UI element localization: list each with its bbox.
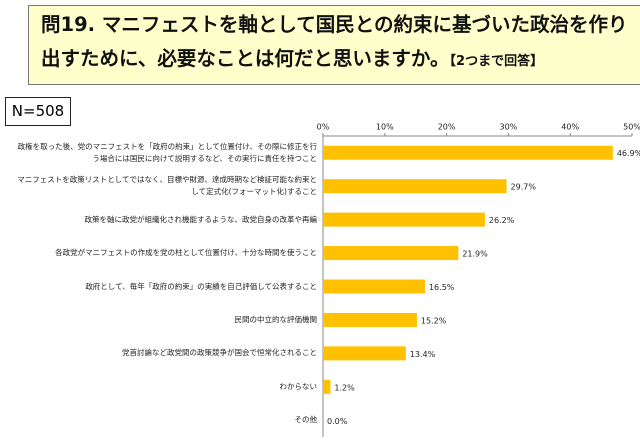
category-label: 政権を取った後、党のマニフェストを「政府の約束」として位置付け、その際に修正を行… xyxy=(17,141,317,163)
question-box: 問19. マニフェストを軸として国民との約束に基づいた政治を作り出すために、必要… xyxy=(28,5,640,85)
bar xyxy=(323,312,417,327)
bar xyxy=(323,279,425,294)
bar xyxy=(323,145,613,160)
value-label: 21.9% xyxy=(462,250,488,259)
value-label: 26.2% xyxy=(489,216,515,225)
bar xyxy=(323,179,507,194)
category-label: その他 xyxy=(294,415,318,425)
category-label: 政策を軸に政党が組織化され機能するような、政党自身の改革や再編 xyxy=(84,214,318,224)
bar xyxy=(323,246,459,261)
category-label: 民間の中立的な評価機関 xyxy=(234,314,318,324)
value-label: 29.7% xyxy=(511,183,537,192)
value-label: 1.2% xyxy=(334,383,355,392)
category-label: 各政党がマニフェストの作成を党の柱として位置付け、十分な時間を使うこと xyxy=(55,248,317,258)
category-label: わからない xyxy=(279,381,318,391)
note: 【2つまで回答】 xyxy=(449,54,544,69)
value-label: 0.0% xyxy=(327,417,348,426)
bar xyxy=(323,212,485,227)
x-tick-label: 50% xyxy=(623,123,640,132)
bar xyxy=(323,379,331,394)
x-tick-label: 30% xyxy=(500,123,518,132)
bar xyxy=(323,346,406,361)
category-label: 党首討論など政党間の政策競争が国会で恒常化されること xyxy=(122,348,317,358)
question: 問19. マニフェストを軸として国民との約束に基づいた政治を作り出すために、必要… xyxy=(41,13,628,70)
sample-size: N=508 xyxy=(5,97,71,126)
x-tick-label: 0% xyxy=(317,123,330,132)
x-tick-label: 10% xyxy=(376,123,394,132)
x-tick-label: 40% xyxy=(561,123,579,132)
category-label: 政府として、毎年「政府の約束」の実績を自己評価して公表すること xyxy=(85,281,317,291)
x-tick-label: 20% xyxy=(438,123,456,132)
category-label: マニフェストを政策リストとしてではなく、目標や財源、達成時期など検証可能な約束と… xyxy=(17,175,317,197)
value-label: 46.9% xyxy=(617,149,640,158)
value-label: 15.2% xyxy=(421,316,447,325)
value-label: 13.4% xyxy=(410,350,436,359)
value-label: 16.5% xyxy=(429,283,455,292)
